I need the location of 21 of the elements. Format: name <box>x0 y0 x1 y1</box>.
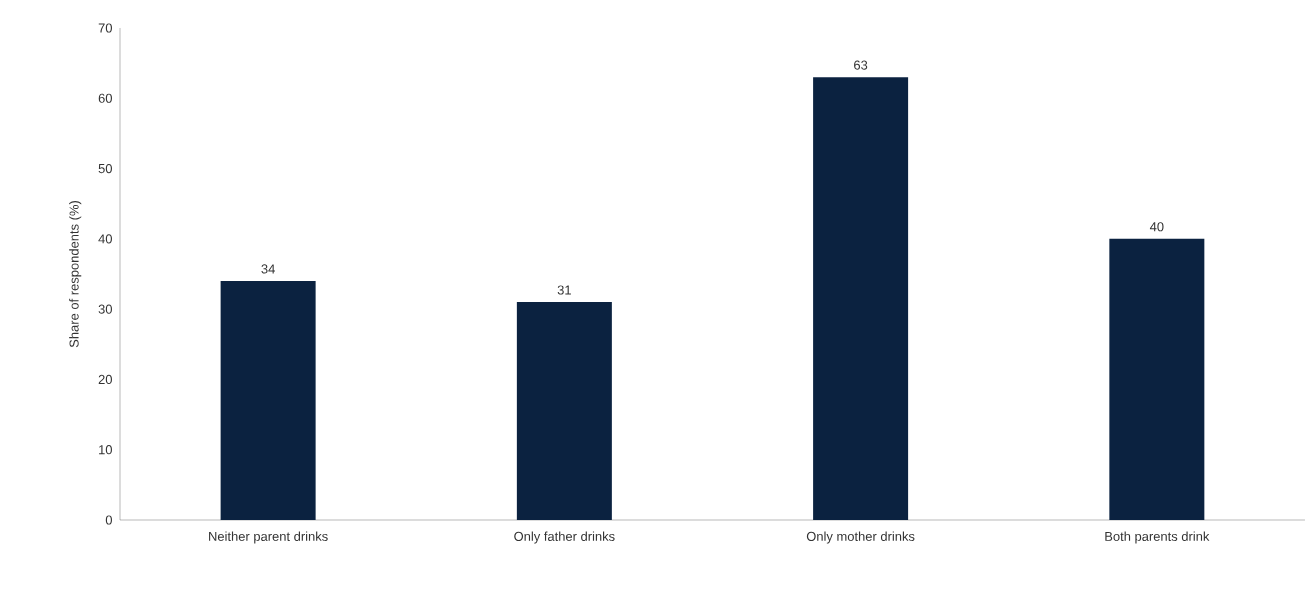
x-tick-label: Both parents drink <box>1105 531 1210 544</box>
x-tick-label: Only father drinks <box>514 531 615 544</box>
y-tick-label: 60 <box>98 93 112 103</box>
x-tick-label: Neither parent drinks <box>209 531 328 544</box>
y-tick-label: 70 <box>98 23 112 33</box>
bar <box>220 281 316 520</box>
bar <box>1109 238 1205 520</box>
y-tick-label: 50 <box>98 163 112 174</box>
y-tick-label: 40 <box>98 234 112 244</box>
bar <box>813 77 909 520</box>
data-label: 34 <box>261 264 275 274</box>
bar <box>516 302 612 520</box>
data-label: 63 <box>854 60 868 70</box>
y-tick-label: 30 <box>98 304 112 314</box>
data-label: 31 <box>557 285 571 295</box>
y-tick-label: 20 <box>98 374 112 385</box>
x-tick-label: Only mother drinks <box>806 531 915 544</box>
y-tick-label: 10 <box>99 445 112 455</box>
y-tick-label: 0 <box>105 515 112 525</box>
y-axis-title: Share of respondents (%) <box>69 201 82 348</box>
data-label: 40 <box>1149 222 1164 232</box>
